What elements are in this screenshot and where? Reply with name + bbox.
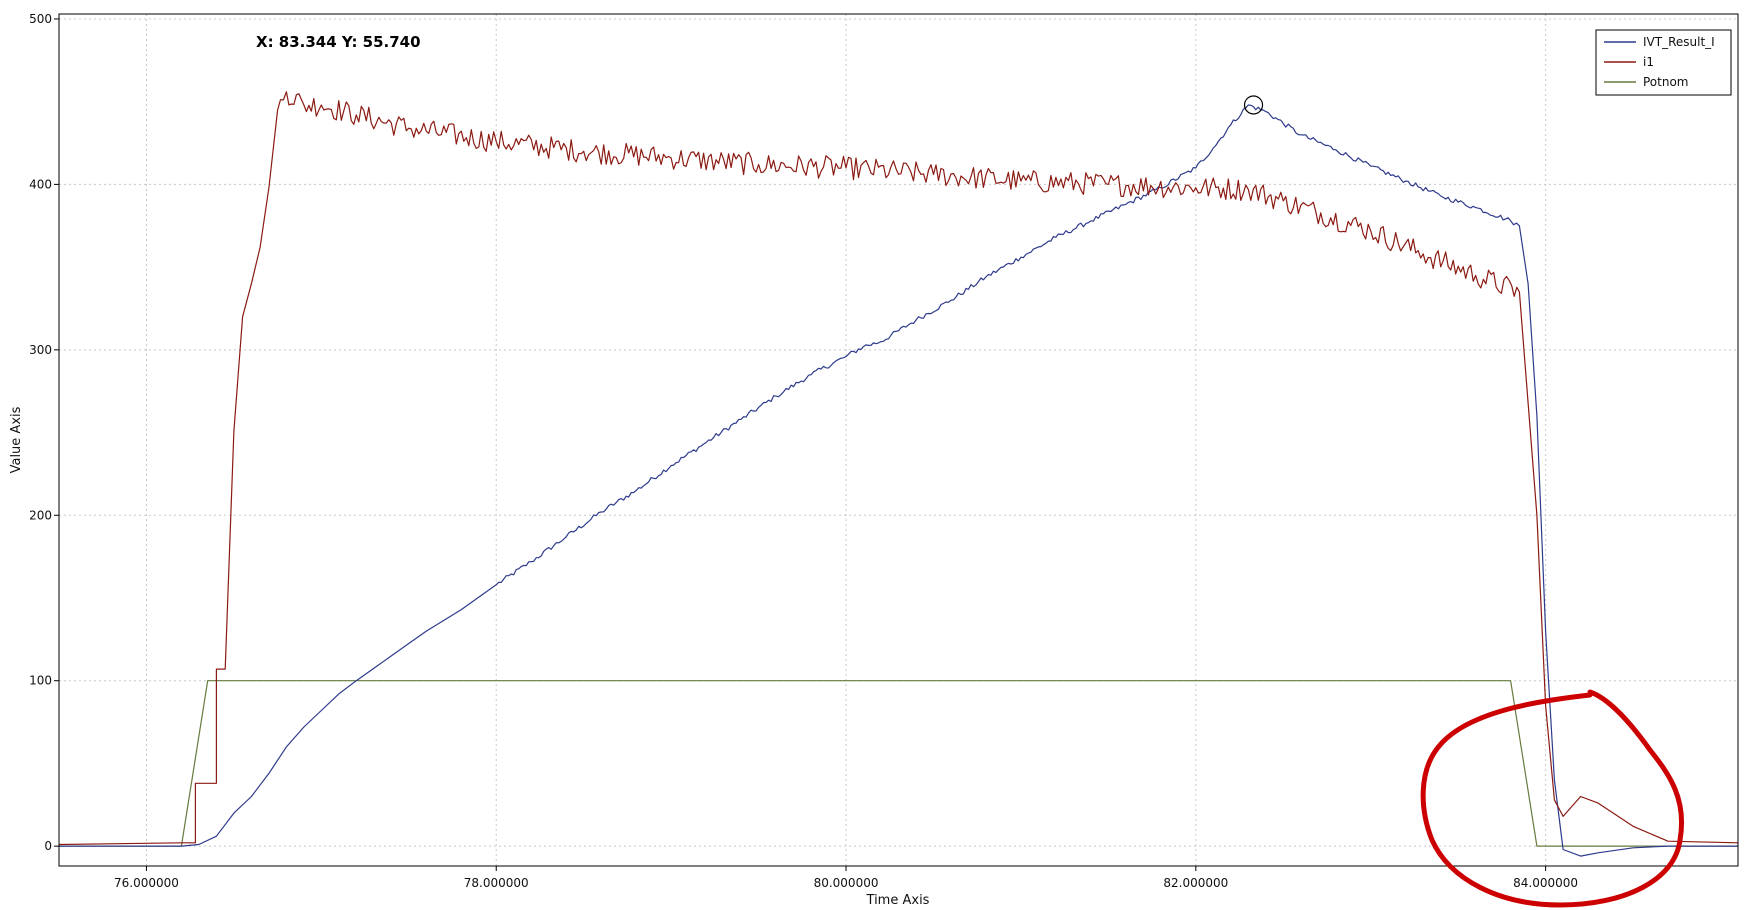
y-tick-label: 0 xyxy=(44,839,52,853)
series-lines xyxy=(58,91,1739,857)
y-tick-label: 300 xyxy=(29,343,52,357)
x-axis-title: Time Axis xyxy=(866,893,930,908)
legend-label-ivt: IVT_Result_I xyxy=(1643,35,1715,49)
axis-ticks: 76.000000 78.000000 80.000000 82.000000 84.0… xyxy=(29,12,1578,890)
legend-label-i1: i1 xyxy=(1643,55,1654,69)
legend: IVT_Result_I i1 Potnom xyxy=(1595,29,1732,96)
series-line-ivt-result-i xyxy=(59,104,1738,857)
readout-label: X: 83.344 Y: 55.740 xyxy=(256,33,421,51)
y-tick-label: 100 xyxy=(29,674,52,688)
x-tick-label: 84.000000 xyxy=(1513,876,1578,890)
x-tick-label: 80.000000 xyxy=(814,876,879,890)
y-axis-title: Value Axis xyxy=(9,406,24,473)
red-circle-annotation xyxy=(1420,689,1685,908)
x-tick-label: 76.000000 xyxy=(114,876,179,890)
plot-frame xyxy=(58,13,1739,867)
legend-label-potnom: Potnom xyxy=(1643,75,1689,89)
y-tick-label: 500 xyxy=(29,12,52,26)
series-line-i1 xyxy=(58,91,1739,846)
series-line-potnom xyxy=(59,680,1738,847)
x-tick-label: 82.000000 xyxy=(1163,876,1228,890)
x-tick-label: 78.000000 xyxy=(464,876,529,890)
cursor-marker xyxy=(1243,95,1264,115)
cursor-circle xyxy=(1243,95,1264,115)
y-tick-label: 400 xyxy=(29,177,52,191)
y-tick-label: 200 xyxy=(29,508,52,522)
grid-lines xyxy=(59,14,1738,866)
